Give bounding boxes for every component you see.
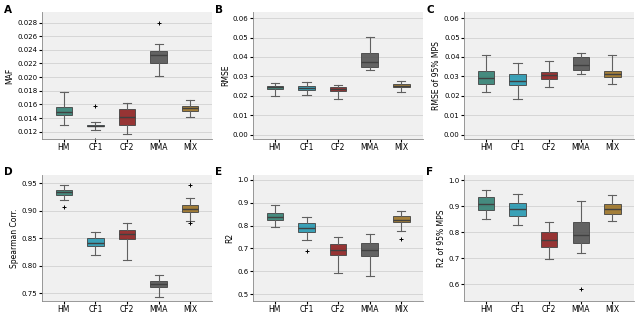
Text: C: C — [426, 5, 434, 15]
Y-axis label: RMSE of 95% MPS: RMSE of 95% MPS — [432, 41, 441, 110]
PathPatch shape — [362, 243, 378, 256]
PathPatch shape — [330, 244, 346, 255]
PathPatch shape — [573, 222, 589, 243]
Text: B: B — [215, 5, 223, 15]
Text: D: D — [4, 167, 13, 178]
PathPatch shape — [393, 84, 410, 87]
PathPatch shape — [477, 197, 494, 210]
Text: E: E — [215, 167, 222, 178]
Y-axis label: R2: R2 — [225, 233, 235, 243]
PathPatch shape — [267, 213, 283, 220]
Y-axis label: RMSE: RMSE — [221, 65, 230, 86]
PathPatch shape — [119, 109, 135, 125]
PathPatch shape — [119, 230, 135, 239]
PathPatch shape — [150, 51, 167, 63]
Y-axis label: Spearman Corr.: Spearman Corr. — [10, 208, 19, 268]
Y-axis label: R2 of 95% MPS: R2 of 95% MPS — [436, 209, 445, 267]
PathPatch shape — [573, 57, 589, 69]
PathPatch shape — [298, 86, 315, 90]
Y-axis label: MAF: MAF — [6, 67, 15, 84]
PathPatch shape — [604, 204, 621, 213]
PathPatch shape — [362, 53, 378, 67]
PathPatch shape — [267, 86, 283, 89]
PathPatch shape — [541, 232, 557, 247]
PathPatch shape — [298, 223, 315, 232]
PathPatch shape — [87, 125, 104, 126]
PathPatch shape — [477, 71, 494, 84]
PathPatch shape — [541, 71, 557, 79]
PathPatch shape — [509, 74, 525, 85]
Text: A: A — [4, 5, 12, 15]
PathPatch shape — [393, 216, 410, 222]
PathPatch shape — [509, 203, 525, 216]
PathPatch shape — [182, 106, 198, 110]
PathPatch shape — [330, 87, 346, 91]
Text: F: F — [426, 167, 433, 178]
PathPatch shape — [150, 281, 167, 287]
PathPatch shape — [604, 71, 621, 77]
PathPatch shape — [56, 190, 72, 195]
PathPatch shape — [56, 107, 72, 115]
PathPatch shape — [87, 238, 104, 246]
PathPatch shape — [182, 205, 198, 212]
